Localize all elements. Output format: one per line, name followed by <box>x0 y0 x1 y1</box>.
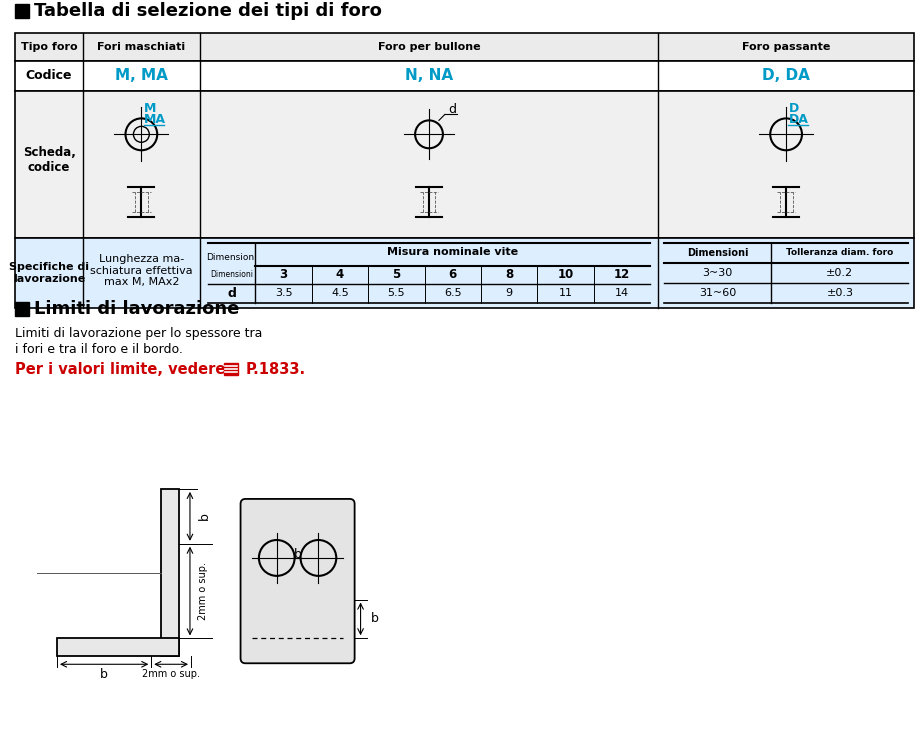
Text: 14: 14 <box>615 289 629 298</box>
Text: 9: 9 <box>505 289 513 298</box>
Text: P.1833.: P.1833. <box>245 362 305 377</box>
Text: 10: 10 <box>558 269 573 281</box>
Bar <box>16 4 30 18</box>
Bar <box>57 638 179 657</box>
Text: Dimensioni: Dimensioni <box>210 270 254 280</box>
Text: Per i valori limite, vedere: Per i valori limite, vedere <box>16 362 226 377</box>
Text: M, MA: M, MA <box>115 68 168 83</box>
Text: 3: 3 <box>279 269 288 281</box>
Text: Dimensioni: Dimensioni <box>687 248 749 258</box>
Text: Codice: Codice <box>26 69 72 82</box>
Bar <box>16 32 914 60</box>
Bar <box>16 302 30 316</box>
Text: Fori maschiati: Fori maschiati <box>98 42 185 52</box>
Text: 4: 4 <box>336 269 344 281</box>
Text: d: d <box>448 103 455 116</box>
Text: MA: MA <box>144 113 166 126</box>
Text: M: M <box>144 102 156 115</box>
Text: Dimensioni: Dimensioni <box>207 253 257 262</box>
Text: b: b <box>293 548 301 562</box>
Text: D, DA: D, DA <box>762 68 810 83</box>
Text: Limiti di lavorazione: Limiti di lavorazione <box>34 300 240 318</box>
Text: 12: 12 <box>614 269 630 281</box>
Text: Scheda,
codice: Scheda, codice <box>23 146 76 174</box>
Text: 2mm o sup.: 2mm o sup. <box>198 562 207 620</box>
Text: Tolleranza diam. foro: Tolleranza diam. foro <box>786 248 893 258</box>
FancyBboxPatch shape <box>241 499 355 663</box>
Text: ±0.2: ±0.2 <box>826 268 854 277</box>
Text: 31~60: 31~60 <box>699 288 737 298</box>
Text: b: b <box>371 612 378 626</box>
Text: 3.5: 3.5 <box>275 289 292 298</box>
Bar <box>16 91 914 238</box>
Text: N, NA: N, NA <box>405 68 453 83</box>
Text: d: d <box>227 287 236 300</box>
Text: Foro per bullone: Foro per bullone <box>378 42 480 52</box>
Bar <box>224 364 238 375</box>
Text: Tabella di selezione dei tipi di foro: Tabella di selezione dei tipi di foro <box>34 1 382 20</box>
Text: b: b <box>100 668 108 681</box>
Text: Foro passante: Foro passante <box>742 42 831 52</box>
Text: 3~30: 3~30 <box>703 268 733 277</box>
Text: D: D <box>788 102 798 115</box>
Text: i fori e tra il foro e il bordo.: i fori e tra il foro e il bordo. <box>16 343 183 356</box>
Text: Specifiche di
lavorazione: Specifiche di lavorazione <box>9 262 89 283</box>
Text: DA: DA <box>788 113 809 126</box>
Text: b: b <box>198 512 211 520</box>
Text: 11: 11 <box>559 289 573 298</box>
Text: 2mm o sup.: 2mm o sup. <box>142 669 200 679</box>
Bar <box>16 238 914 308</box>
Bar <box>16 60 914 91</box>
Text: 5.5: 5.5 <box>387 289 406 298</box>
Text: 6.5: 6.5 <box>444 289 462 298</box>
Text: 5: 5 <box>392 269 400 281</box>
Text: Limiti di lavorazione per lo spessore tra: Limiti di lavorazione per lo spessore tr… <box>16 327 263 340</box>
Text: 4.5: 4.5 <box>331 289 349 298</box>
Text: Misura nominale vite: Misura nominale vite <box>387 247 518 257</box>
Text: ±0.3: ±0.3 <box>826 288 853 298</box>
Bar <box>161 489 179 657</box>
Text: 6: 6 <box>449 269 457 281</box>
Text: 8: 8 <box>505 269 514 281</box>
Text: Lunghezza ma-
schiatura effettiva
max M, MAx2: Lunghezza ma- schiatura effettiva max M,… <box>90 254 193 287</box>
Text: Tipo foro: Tipo foro <box>21 42 77 52</box>
